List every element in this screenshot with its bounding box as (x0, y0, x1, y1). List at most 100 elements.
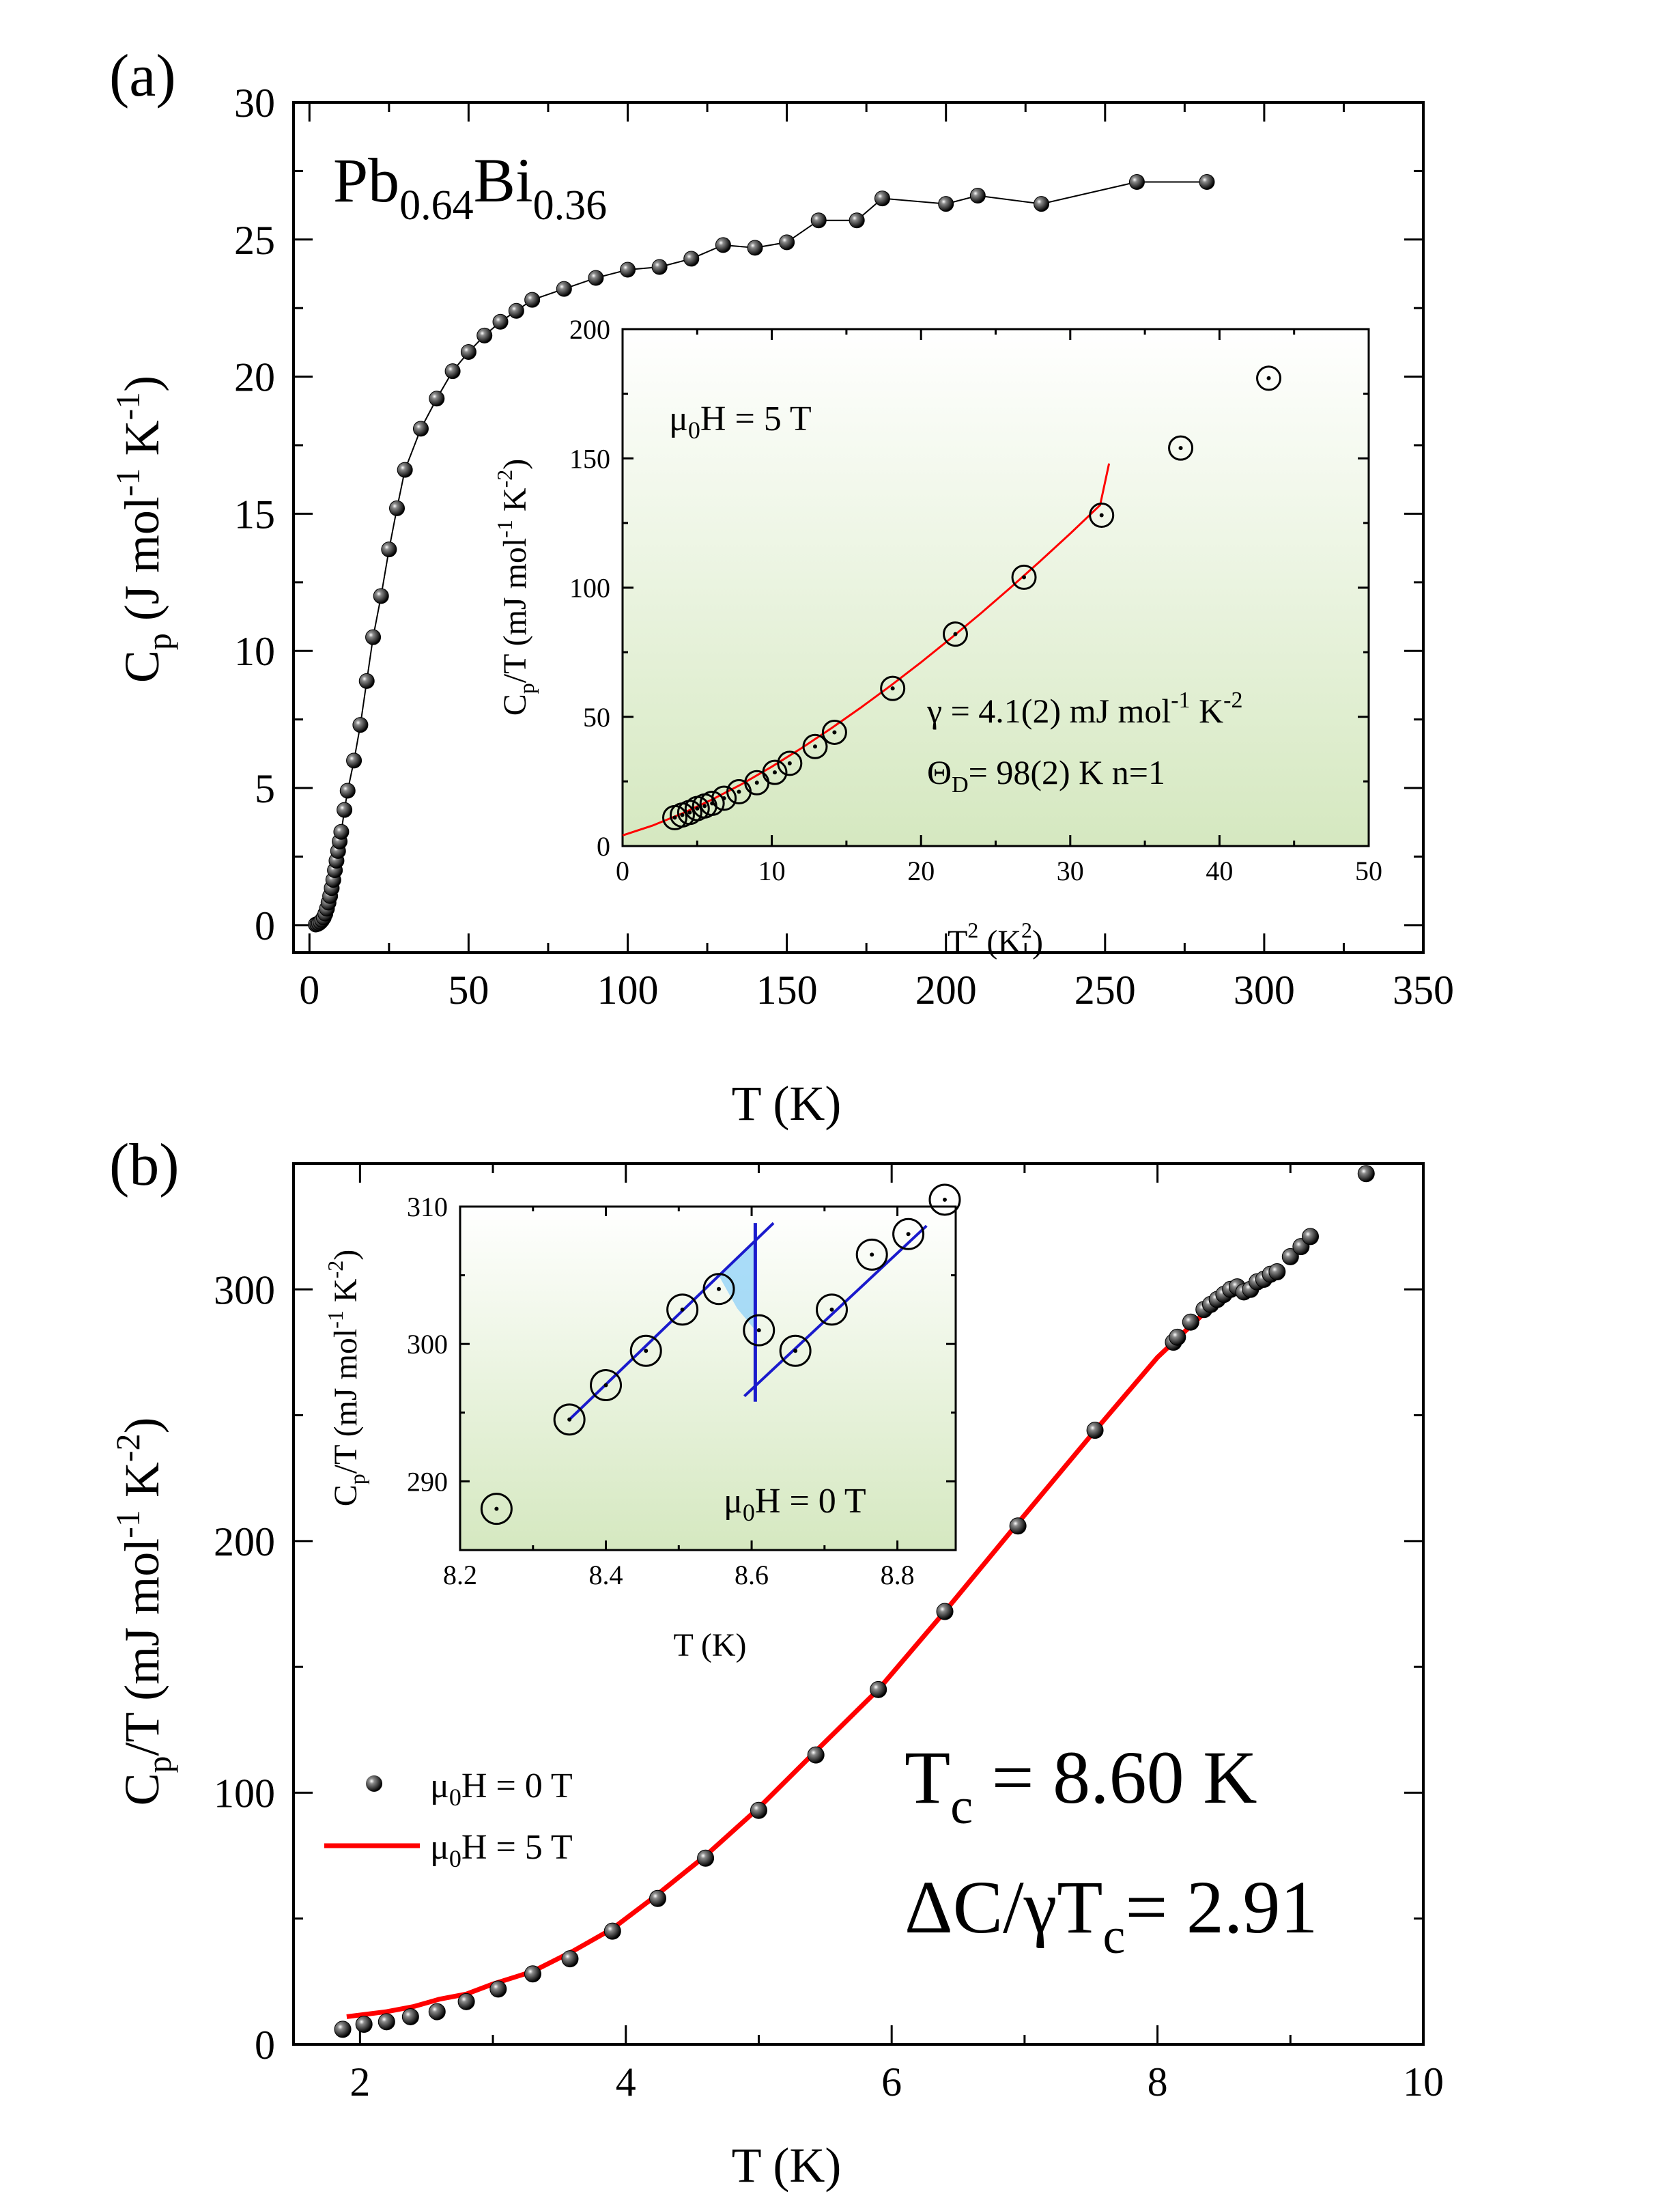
panel-a-inset-data-point-dot (812, 744, 817, 749)
panel-b-inset-data-point (553, 1403, 586, 1436)
panel-a-data-point (476, 327, 493, 343)
panel-a-inset-data-point-ring (1168, 435, 1194, 461)
panel-a-x-axis-label: T (K) (732, 1076, 842, 1131)
panel-b-frame (292, 1162, 1425, 2046)
panel-b-inset-data-point-dot (756, 1328, 761, 1333)
panel-b-data-point (870, 1680, 887, 1698)
panel-b-inset-data-point (892, 1217, 925, 1250)
panel-b-inset-data-point (779, 1334, 812, 1367)
panel-a-inset-frame (621, 328, 1370, 847)
panel-a-inset-data-point-dot (1178, 446, 1183, 451)
panel-b-inset-data-point-ring (590, 1369, 623, 1402)
panel-b-data-point (489, 1980, 507, 1998)
panel-b-data-point (1268, 1263, 1286, 1280)
panel-a-inset-data-points (662, 365, 1282, 830)
panel-a-xtick-label: 250 (1074, 968, 1136, 1013)
panel-b-ytick-label: 200 (214, 1519, 275, 1564)
panel-b-inset-ytick-label: 300 (407, 1329, 448, 1360)
panel-a-frame (292, 101, 1425, 954)
panel-a-inset-data-point-dot (787, 761, 792, 765)
panel-a-data-point (373, 588, 389, 604)
panel-a-inset-data-point (880, 675, 906, 701)
panel-a-data-point (333, 824, 350, 840)
panel-b-data-points (334, 1165, 1375, 2038)
panel-a-xtick-label: 0 (299, 968, 319, 1013)
panel-a-data-point (620, 262, 636, 278)
panel-b-data-point (1281, 1248, 1299, 1265)
panel-a-inset-ytick-label: 150 (569, 443, 610, 474)
panel-a-data-point (412, 421, 429, 437)
panel-a-inset-data-point-ring (699, 791, 725, 817)
panel-a-inset-xtick-label: 0 (616, 856, 629, 886)
panel-b-data-point (936, 1603, 954, 1620)
panel-a-data-point (1128, 173, 1145, 190)
panel-b-inset-data-point (855, 1238, 888, 1271)
panel-a-inset-data-point-dot (890, 686, 895, 691)
panel-a-inset-debye-annotation: ΘD= 98(2) K n=1 (927, 753, 1165, 798)
legend-5T-label: μ0H = 5 T (430, 1828, 573, 1872)
panel-b-inset-data-point-ring (816, 1293, 848, 1326)
panel-b-xtick-label: 2 (350, 2059, 370, 2104)
panel-a-data-point (1199, 173, 1215, 190)
panel-b-inset-data-point-ring (743, 1314, 775, 1347)
panel-b-inset-frame (459, 1205, 957, 1551)
panel-b-inset-data-point (743, 1314, 775, 1347)
panel-a-data-point (358, 673, 375, 689)
panel-a-inset-data-point (942, 621, 968, 647)
panel-a-data-point (683, 251, 700, 267)
panel-b-inset-data-point-ring (855, 1238, 888, 1271)
panel-b-data-point (807, 1746, 825, 1764)
panel-b-inset-data-point-dot (829, 1307, 834, 1312)
panel-a-inset-data-point-ring (802, 733, 828, 759)
panel-a-inset-data-point-ring (762, 759, 788, 785)
panel-a-inset-data-point-ring (821, 719, 847, 745)
panel-b-data-point (1009, 1517, 1027, 1535)
panel-a-data-point (524, 292, 541, 308)
panel-a-inset-ytick-label: 50 (583, 702, 610, 733)
panel-a-inset-data-point-dot (722, 796, 726, 800)
panel-b-data-point (378, 2013, 395, 2031)
panel-b-data-point (1182, 1313, 1199, 1331)
panel-b-inset-data-point (816, 1293, 848, 1326)
panel-b-legend: μ0H = 0 T μ0H = 5 T (324, 1766, 573, 1872)
panel-a-data-point (651, 259, 668, 275)
panel-b-inset-data-point-dot (680, 1307, 685, 1312)
panel-b-xtick-label: 10 (1403, 2059, 1444, 2104)
panel-a-ytick-label: 25 (234, 218, 275, 263)
panel-a-inset-data-point (1089, 503, 1115, 529)
panel-b-inset-data-point (629, 1334, 662, 1367)
panel-a-ytick-label: 0 (255, 903, 275, 948)
panel-b-inset-data-point (702, 1273, 735, 1306)
panel-b-inset-field-annotation: μ0H = 0 T (724, 1482, 866, 1526)
panel-b-xtick-label: 6 (881, 2059, 902, 2104)
panel-a-data-point (969, 188, 986, 204)
panel-b-xtick-label: 8 (1148, 2059, 1168, 2104)
panel-b-y-axis-label: Cp/T (mJ mol-1 K-2) (109, 1417, 178, 1805)
panel-a-data-point (365, 629, 382, 645)
panel-a-inset-field-annotation: μ0H = 5 T (669, 399, 812, 444)
panel-b-data-point (524, 1965, 541, 1983)
panel-a-inset-data-point (821, 719, 847, 745)
panel-a-data-point (810, 212, 827, 229)
panel-b-inset-data-point-ring (480, 1493, 513, 1525)
panel-a-ytick-label: 10 (234, 629, 275, 674)
panel-b-data-point (401, 2008, 419, 2025)
panel-a-inset-data-point (1256, 365, 1282, 391)
panel-a-data-point (938, 196, 954, 212)
panel-a-xtick-label: 350 (1393, 968, 1454, 1013)
panel-b-inset-data-point-dot (906, 1232, 911, 1237)
panel-b-inset-data-point (666, 1293, 699, 1326)
panel-b-inset-y-axis-label: Cp/T (mJ mol-1 K-2) (323, 1250, 369, 1506)
panel-b-inset-data-point (480, 1493, 513, 1525)
panel-b-data-point (428, 2003, 446, 2021)
panel-a-inset-ytick-label: 0 (597, 831, 610, 862)
panel-b-ytick-label: 300 (214, 1267, 275, 1312)
panel-b-data-point (603, 1922, 621, 1940)
panel-a-y-ticks: 0 5 10 15 20 25 30 (234, 81, 1423, 948)
panel-a-inset-ytick-label: 100 (569, 573, 610, 604)
panel-a-inset-data-point-dot (1099, 513, 1104, 518)
panel-b-inset-xtick-label: 8.4 (589, 1560, 623, 1590)
